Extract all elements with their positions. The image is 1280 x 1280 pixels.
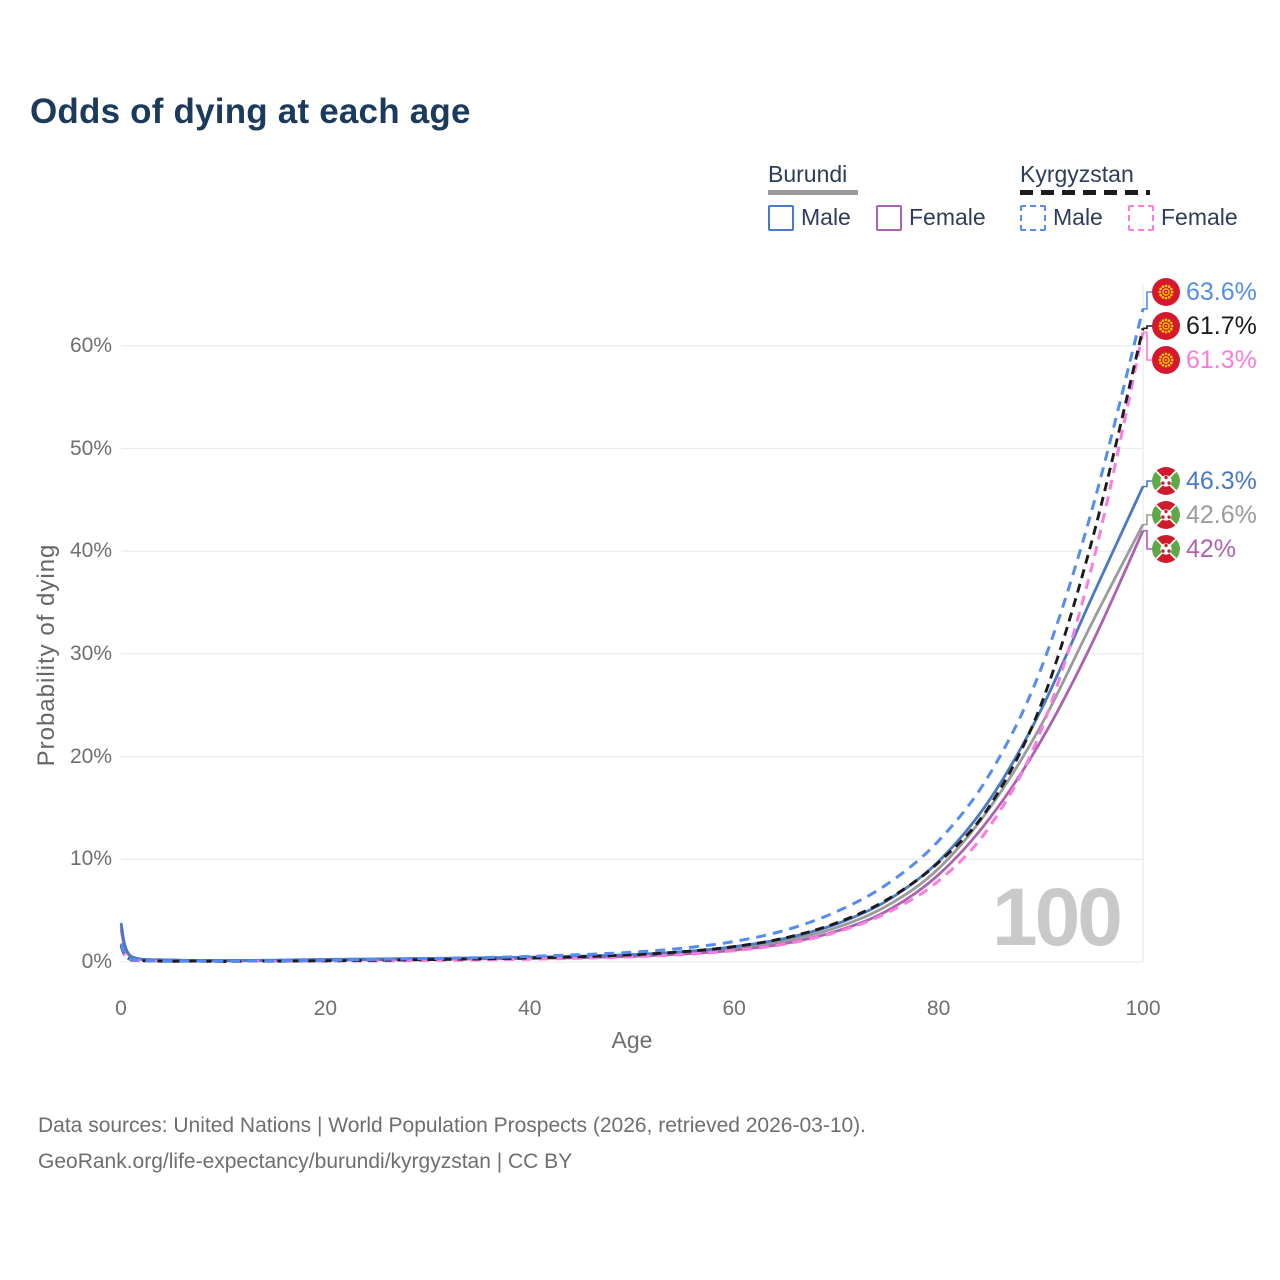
label-connector-burundi_total xyxy=(1143,514,1154,526)
legend-item-burundi-male[interactable]: Male xyxy=(768,204,851,231)
end-label-burundi_male: 46.3% xyxy=(1152,467,1257,495)
x-tick-40: 40 xyxy=(518,997,542,1020)
y-tick-0%: 0% xyxy=(81,950,112,973)
legend-group-burundi-label: Burundi xyxy=(768,161,848,187)
y-tick-10%: 10% xyxy=(69,847,112,871)
legend-item-label: Male xyxy=(1053,204,1103,230)
series-line-burundi_total[interactable] xyxy=(119,523,1145,963)
label-connector-burundi_male xyxy=(1143,480,1154,488)
series-line-kyrgyzstan_total[interactable] xyxy=(119,327,1145,963)
age-watermark: 100 xyxy=(992,872,1123,963)
end-label-burundi_female: 42% xyxy=(1152,535,1236,563)
page-title: Odds of dying at each age xyxy=(30,92,471,131)
source-line-1: Data sources: United Nations | World Pop… xyxy=(38,1114,867,1137)
y-tick-30%: 30% xyxy=(69,641,112,665)
series-line-burundi_female[interactable] xyxy=(119,530,1145,963)
kyrgyzstan-male-swatch-icon xyxy=(1020,204,1046,231)
legend-item-label: Male xyxy=(801,204,851,230)
y-tick-20%: 20% xyxy=(69,744,112,768)
series-line-burundi_male[interactable] xyxy=(119,485,1145,962)
end-label-kyrgyzstan_male: 63.6% xyxy=(1152,278,1257,306)
label-connector-kyrgyzstan_male xyxy=(1143,291,1154,310)
burundi-line-style-sample xyxy=(768,190,858,195)
end-label-burundi_total: 42.6% xyxy=(1152,501,1257,529)
end-value-label: 61.7% xyxy=(1186,312,1257,340)
end-label-kyrgyzstan_female: 61.3% xyxy=(1152,346,1257,374)
x-tick-80: 80 xyxy=(926,997,951,1020)
burundi-male-swatch-icon xyxy=(768,204,794,231)
kyrgyzstan-flag-icon xyxy=(1152,346,1180,374)
x-tick-20: 20 xyxy=(313,997,338,1020)
burundi-flag-icon xyxy=(1152,535,1180,563)
kyrgyzstan-flag-icon xyxy=(1152,278,1180,306)
data-sources: Data sources: United Nations | World Pop… xyxy=(38,1108,866,1180)
end-value-label: 61.3% xyxy=(1186,346,1257,374)
y-tick-50%: 50% xyxy=(69,436,112,460)
series-line-kyrgyzstan_female[interactable] xyxy=(119,332,1145,964)
end-label-kyrgyzstan_total: 61.7% xyxy=(1152,312,1257,340)
end-value-label: 46.3% xyxy=(1186,467,1257,495)
legend-item-kyrgyzstan-male[interactable]: Male xyxy=(1020,204,1103,231)
x-tick-100: 100 xyxy=(1125,997,1161,1020)
x-tick-0: 0 xyxy=(115,997,127,1020)
label-connector-kyrgyzstan_total xyxy=(1143,325,1154,330)
y-tick-40%: 40% xyxy=(69,539,112,563)
legend-item-label: Female xyxy=(1161,204,1238,230)
y-tick-60%: 60% xyxy=(69,333,112,357)
legend-item-burundi-female[interactable]: Female xyxy=(876,204,986,231)
end-value-label: 63.6% xyxy=(1186,278,1257,306)
label-connector-burundi_female xyxy=(1143,529,1154,550)
kyrgyzstan-line-style-sample xyxy=(1020,190,1150,195)
burundi-female-swatch-icon xyxy=(876,204,902,231)
legend-item-kyrgyzstan-female[interactable]: Female xyxy=(1128,204,1238,231)
burundi-flag-icon xyxy=(1152,467,1180,495)
kyrgyzstan-female-swatch-icon xyxy=(1128,204,1154,231)
legend-item-label: Female xyxy=(909,204,986,230)
end-value-label: 42% xyxy=(1186,535,1237,563)
label-connector-kyrgyzstan_female xyxy=(1143,331,1154,361)
end-value-label: 42.6% xyxy=(1186,501,1257,529)
burundi-flag-icon xyxy=(1152,501,1180,529)
series-line-kyrgyzstan_male[interactable] xyxy=(119,308,1145,963)
legend-group-kyrgyzstan-label: Kyrgyzstan xyxy=(1020,161,1134,187)
source-line-2: GeoRank.org/life-expectancy/burundi/kyrg… xyxy=(38,1150,573,1173)
x-tick-60: 60 xyxy=(722,997,746,1020)
kyrgyzstan-flag-icon xyxy=(1152,312,1180,340)
x-axis-title: Age xyxy=(611,1027,653,1053)
